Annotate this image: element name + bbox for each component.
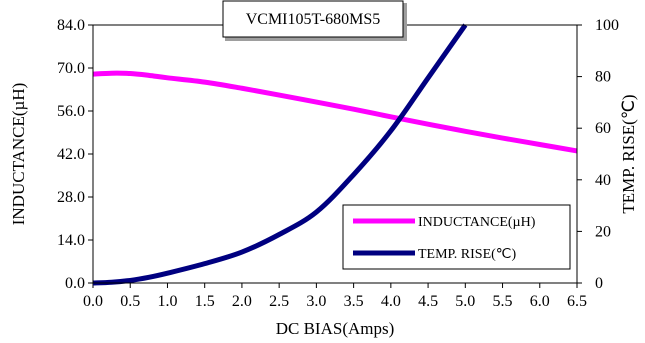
- x-tick-label: 3.0: [306, 293, 326, 310]
- series-layer: [92, 23, 578, 286]
- x-tick-label: 5.5: [493, 293, 513, 310]
- y2-axis-title: TEMP. RISE(℃): [619, 94, 638, 213]
- chart-title: VCMI105T-680MS5: [246, 11, 381, 28]
- x-tick-label: 6.0: [530, 293, 550, 310]
- legend-label-temp-rise: TEMP. RISE(℃): [418, 247, 517, 262]
- x-tick-label: 4.5: [418, 293, 438, 310]
- y-tick-label: 70.0: [57, 60, 85, 77]
- y-tick-label: 56.0: [57, 103, 85, 120]
- x-tick-label: 1.5: [195, 293, 215, 310]
- y2-tick-label: 100: [595, 17, 619, 34]
- y-axis-title: INDUCTANCE(µH): [9, 83, 28, 226]
- y-tick-label: 28.0: [57, 189, 85, 206]
- x-axis-title: DC BIAS(Amps): [276, 319, 395, 338]
- x-tick-label: 2.0: [232, 293, 252, 310]
- temp-rise-series-line: [92, 23, 468, 286]
- y2-tick-label: 0: [595, 275, 603, 292]
- y-tick-label: 84.0: [57, 17, 85, 34]
- y-tick-label: 0.0: [65, 275, 85, 292]
- x-tick-label: 2.5: [269, 293, 289, 310]
- x-tick-label: 0.5: [120, 293, 140, 310]
- chart-title-box: VCMI105T-680MS5: [222, 0, 407, 41]
- y2-tick-label: 20: [595, 223, 611, 240]
- y-tick-label: 14.0: [57, 232, 85, 249]
- legend-label-inductance: INDUCTANCE(µH): [418, 215, 536, 230]
- y2-tick-label: 80: [595, 69, 611, 86]
- y2-tick-label: 60: [595, 120, 611, 137]
- inductance-series-line: [92, 70, 578, 154]
- ticks-layer: 0.0 0.5 1.0 1.5 2.0 2.5 3.0 3.5 4.0 4.5 5.0 5.5 6.0 6…: [57, 17, 619, 310]
- x-tick-label: 4.0: [381, 293, 401, 310]
- x-tick-label: 3.5: [344, 293, 364, 310]
- legend: INDUCTANCE(µH) TEMP. RISE(℃): [342, 204, 571, 270]
- x-tick-label: 1.0: [157, 293, 177, 310]
- y-tick-label: 42.0: [57, 146, 85, 163]
- legend-box: [342, 204, 571, 270]
- y2-tick-label: 40: [595, 172, 611, 189]
- x-tick-label: 6.5: [567, 293, 587, 310]
- x-tick-label: 0.0: [83, 293, 103, 310]
- x-tick-label: 5.0: [455, 293, 475, 310]
